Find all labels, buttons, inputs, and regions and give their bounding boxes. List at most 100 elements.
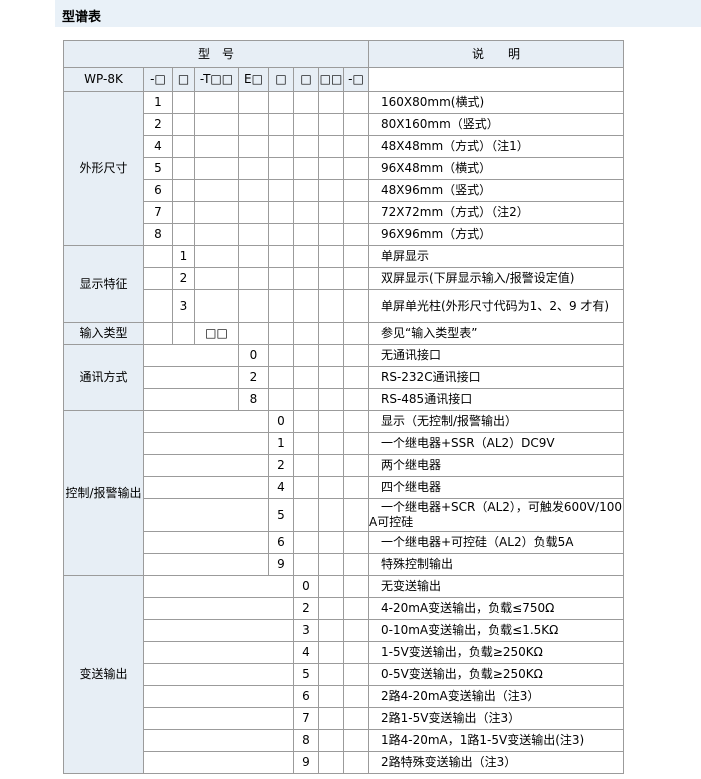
empty-cell bbox=[318, 729, 344, 752]
empty-cell bbox=[318, 344, 344, 367]
desc-cell: 1-5V变送输出，负载≥250KΩ bbox=[368, 641, 624, 664]
empty-cell bbox=[143, 410, 269, 433]
table-row: 8 96X96mm（方式） bbox=[64, 223, 624, 246]
empty-cell bbox=[343, 476, 369, 499]
empty-cell bbox=[293, 498, 319, 532]
empty-cell bbox=[343, 410, 369, 433]
empty-cell bbox=[318, 685, 344, 708]
empty-cell bbox=[194, 113, 239, 136]
empty-desc-cell bbox=[368, 67, 624, 92]
empty-cell bbox=[343, 245, 369, 268]
empty-cell bbox=[343, 113, 369, 136]
table-row: 2 4-20mA变送输出，负载≤750Ω bbox=[64, 597, 624, 620]
table-row: 6 2路4-20mA变送输出（注3） bbox=[64, 685, 624, 708]
empty-cell bbox=[318, 135, 344, 158]
empty-cell bbox=[293, 245, 319, 268]
table-row: 8 1路4-20mA，1路1-5V变送输出(注3) bbox=[64, 729, 624, 752]
code-cell: 6 bbox=[268, 531, 294, 554]
empty-cell bbox=[343, 267, 369, 290]
table-row: 8 RS-485通讯接口 bbox=[64, 388, 624, 411]
empty-cell bbox=[343, 575, 369, 598]
empty-cell bbox=[143, 454, 269, 477]
empty-cell bbox=[293, 267, 319, 290]
empty-cell bbox=[268, 201, 294, 224]
desc-cell: RS-232C通讯接口 bbox=[368, 366, 624, 389]
code-cell: □ bbox=[268, 67, 294, 92]
section-label-display: 显示特征 bbox=[63, 245, 144, 323]
table-row: 4 48X48mm（方式）（注1） bbox=[64, 135, 624, 158]
empty-cell bbox=[172, 91, 195, 114]
page-title: 型谱表 bbox=[62, 10, 102, 25]
code-cell: 6 bbox=[293, 685, 319, 708]
empty-cell bbox=[293, 322, 319, 345]
empty-cell bbox=[318, 267, 344, 290]
table-row: 6 一个继电器+可控硅（AL2）负载5A bbox=[64, 531, 624, 554]
table-row: 4 1-5V变送输出，负载≥250KΩ bbox=[64, 641, 624, 664]
table-row: 3 单屏单光柱(外形尺寸代码为1、2、9 才有) bbox=[64, 289, 624, 323]
empty-cell bbox=[343, 289, 369, 323]
model-column-header: 型 号 bbox=[63, 40, 369, 68]
empty-cell bbox=[343, 157, 369, 180]
empty-cell bbox=[318, 553, 344, 576]
empty-cell bbox=[268, 223, 294, 246]
empty-cell bbox=[343, 531, 369, 554]
table-row: 9 特殊控制输出 bbox=[64, 553, 624, 576]
empty-cell bbox=[172, 113, 195, 136]
empty-cell bbox=[343, 454, 369, 477]
empty-cell bbox=[143, 685, 294, 708]
empty-cell bbox=[194, 91, 239, 114]
code-cell: 1 bbox=[172, 245, 195, 268]
table-row: 外形尺寸 1 160X80mm(横式) bbox=[63, 91, 624, 246]
desc-cell: 48X96mm（竖式） bbox=[368, 179, 624, 202]
empty-cell bbox=[143, 245, 173, 268]
description-column-header: 说 明 bbox=[368, 40, 624, 68]
empty-cell bbox=[318, 410, 344, 433]
empty-cell bbox=[268, 322, 294, 345]
empty-cell bbox=[268, 366, 294, 389]
table-row: 9 2路特殊变送输出（注3） bbox=[64, 751, 624, 774]
desc-cell: 0-5V变送输出，负载≥250KΩ bbox=[368, 663, 624, 686]
empty-cell bbox=[343, 685, 369, 708]
empty-cell bbox=[268, 113, 294, 136]
table-row: 变送输出 0 无变送输出 bbox=[63, 575, 624, 774]
desc-cell: 48X48mm（方式）（注1） bbox=[368, 135, 624, 158]
code-cell: 4 bbox=[268, 476, 294, 499]
empty-cell bbox=[194, 179, 239, 202]
table-row: 控制/报警输出 0 显示（无控制/报警输出） bbox=[63, 410, 624, 576]
empty-cell bbox=[293, 366, 319, 389]
empty-cell bbox=[238, 157, 269, 180]
desc-cell: 96X96mm（方式） bbox=[368, 223, 624, 246]
empty-cell bbox=[318, 597, 344, 620]
table-row: 2 两个继电器 bbox=[64, 454, 624, 477]
section-label-comm: 通讯方式 bbox=[63, 344, 144, 411]
empty-cell bbox=[318, 157, 344, 180]
empty-cell bbox=[318, 619, 344, 642]
code-cell: 3 bbox=[293, 619, 319, 642]
empty-cell bbox=[343, 498, 369, 532]
table-row: 5 96X48mm（横式） bbox=[64, 157, 624, 180]
empty-cell bbox=[238, 245, 269, 268]
code-cell: 3 bbox=[172, 289, 195, 323]
empty-cell bbox=[268, 245, 294, 268]
code-cell: 0 bbox=[293, 575, 319, 598]
empty-cell bbox=[143, 476, 269, 499]
empty-cell bbox=[268, 267, 294, 290]
empty-cell bbox=[268, 91, 294, 114]
empty-cell bbox=[238, 179, 269, 202]
empty-cell bbox=[143, 388, 239, 411]
empty-cell bbox=[343, 432, 369, 455]
desc-cell: 四个继电器 bbox=[368, 476, 624, 499]
empty-cell bbox=[143, 751, 294, 774]
empty-cell bbox=[143, 366, 239, 389]
empty-cell bbox=[293, 289, 319, 323]
empty-cell bbox=[143, 322, 173, 345]
code-cell: 4 bbox=[143, 135, 173, 158]
empty-cell bbox=[318, 289, 344, 323]
empty-cell bbox=[143, 289, 173, 323]
desc-cell: 无变送输出 bbox=[368, 575, 624, 598]
section-label-control: 控制/报警输出 bbox=[63, 410, 144, 576]
desc-cell: 2路1-5V变送输出（注3） bbox=[368, 707, 624, 730]
empty-cell bbox=[143, 575, 294, 598]
empty-cell bbox=[293, 454, 319, 477]
desc-cell: 80X160mm（竖式） bbox=[368, 113, 624, 136]
